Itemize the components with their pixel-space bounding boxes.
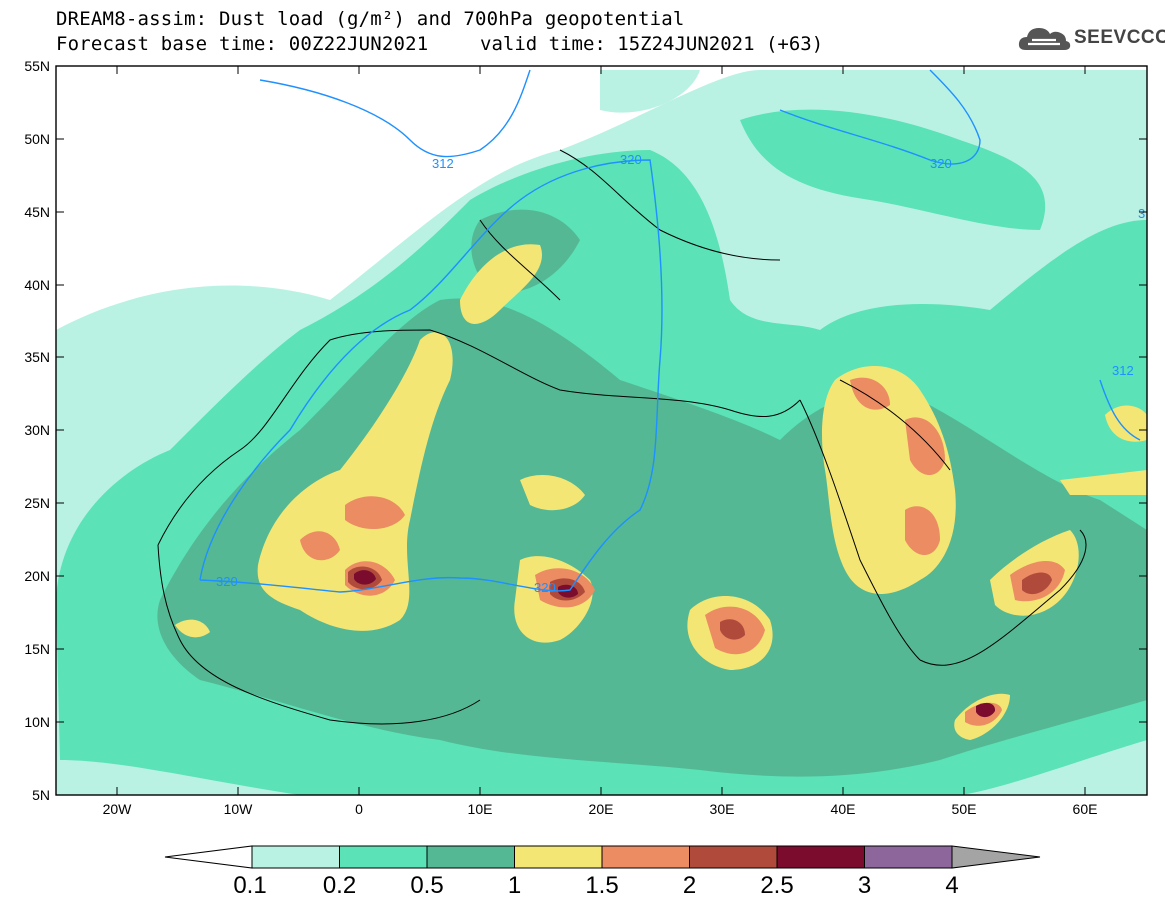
colorbar-label: 2 <box>683 872 696 899</box>
lon-tick-label: 40E <box>831 801 856 817</box>
lat-tick-label: 35N <box>24 349 50 365</box>
colorbar-swatch <box>339 845 428 869</box>
svg-text:320: 320 <box>216 574 238 589</box>
lat-tick-label: 5N <box>32 787 50 803</box>
colorbar-swatch <box>601 845 690 869</box>
colorbar-label: 1.5 <box>585 872 618 899</box>
colorbar: 0.1 0.2 0.5 1 1.5 2 2.5 3 4 <box>164 845 1041 899</box>
colorbar-swatch <box>251 845 340 869</box>
lon-tick-label: 30E <box>710 801 735 817</box>
seevccc-logo: SEEVCCC <box>1016 22 1165 56</box>
lat-tick-label: 15N <box>24 641 50 657</box>
lon-tick-label: 60E <box>1073 801 1098 817</box>
contour-labels: 312 320 320 320 320 312 3 <box>216 152 1145 595</box>
lon-tick-label: 10W <box>224 801 254 817</box>
map-title: DREAM8-assim: Dust load (g/m²) and 700hP… <box>56 8 685 30</box>
lat-tick-label: 40N <box>24 277 50 293</box>
lat-tick-label: 45N <box>24 204 50 220</box>
lat-tick-labels: 55N 50N 45N 40N 35N 30N 25N 20N 15N 10N … <box>24 58 50 803</box>
svg-text:320: 320 <box>620 152 642 167</box>
lat-tick-label: 20N <box>24 568 50 584</box>
svg-text:3: 3 <box>1138 206 1145 221</box>
colorbar-label: 3 <box>858 872 871 899</box>
svg-text:312: 312 <box>1112 363 1134 378</box>
lat-tick-label: 55N <box>24 58 50 74</box>
lat-tick-label: 30N <box>24 422 50 438</box>
colorbar-swatch <box>776 845 865 869</box>
colorbar-right-arrow <box>951 845 1041 869</box>
lon-tick-label: 0 <box>355 801 363 817</box>
colorbar-label: 4 <box>945 872 958 899</box>
dust-field <box>56 66 1147 795</box>
lat-tick-label: 10N <box>24 714 50 730</box>
lon-tick-label: 20W <box>103 801 133 817</box>
colorbar-swatch <box>426 845 515 869</box>
valid-time: valid time: 15Z24JUN2021 (+63) <box>480 33 824 55</box>
colorbar-left-arrow <box>164 845 253 869</box>
colorbar-label: 1 <box>508 872 521 899</box>
lat-tick-label: 50N <box>24 131 50 147</box>
colorbar-label: 0.2 <box>323 872 356 899</box>
svg-text:320: 320 <box>534 580 556 595</box>
colorbar-swatch <box>864 845 953 869</box>
lon-tick-label: 10E <box>468 801 493 817</box>
logo-text: SEEVCCC <box>1074 27 1165 48</box>
cloud-icon <box>1018 28 1071 50</box>
lon-tick-labels: 20W 10W 0 10E 20E 30E 40E 50E 60E <box>103 801 1098 817</box>
colorbar-label: 0.1 <box>233 872 266 899</box>
colorbar-label: 2.5 <box>760 872 793 899</box>
forecast-base-time: Forecast base time: 00Z22JUN2021 <box>56 33 429 55</box>
coastlines <box>157 149 1087 725</box>
colorbar-label: 0.5 <box>410 872 443 899</box>
svg-text:312: 312 <box>432 156 454 171</box>
lat-tick-label: 25N <box>24 495 50 511</box>
geopotential-contours <box>199 69 1141 593</box>
lon-tick-marks <box>56 66 1147 795</box>
colorbar-swatch <box>514 845 603 869</box>
svg-text:320: 320 <box>930 156 952 171</box>
colorbar-swatch <box>689 845 778 869</box>
lon-tick-label: 20E <box>589 801 614 817</box>
lon-tick-label: 50E <box>952 801 977 817</box>
